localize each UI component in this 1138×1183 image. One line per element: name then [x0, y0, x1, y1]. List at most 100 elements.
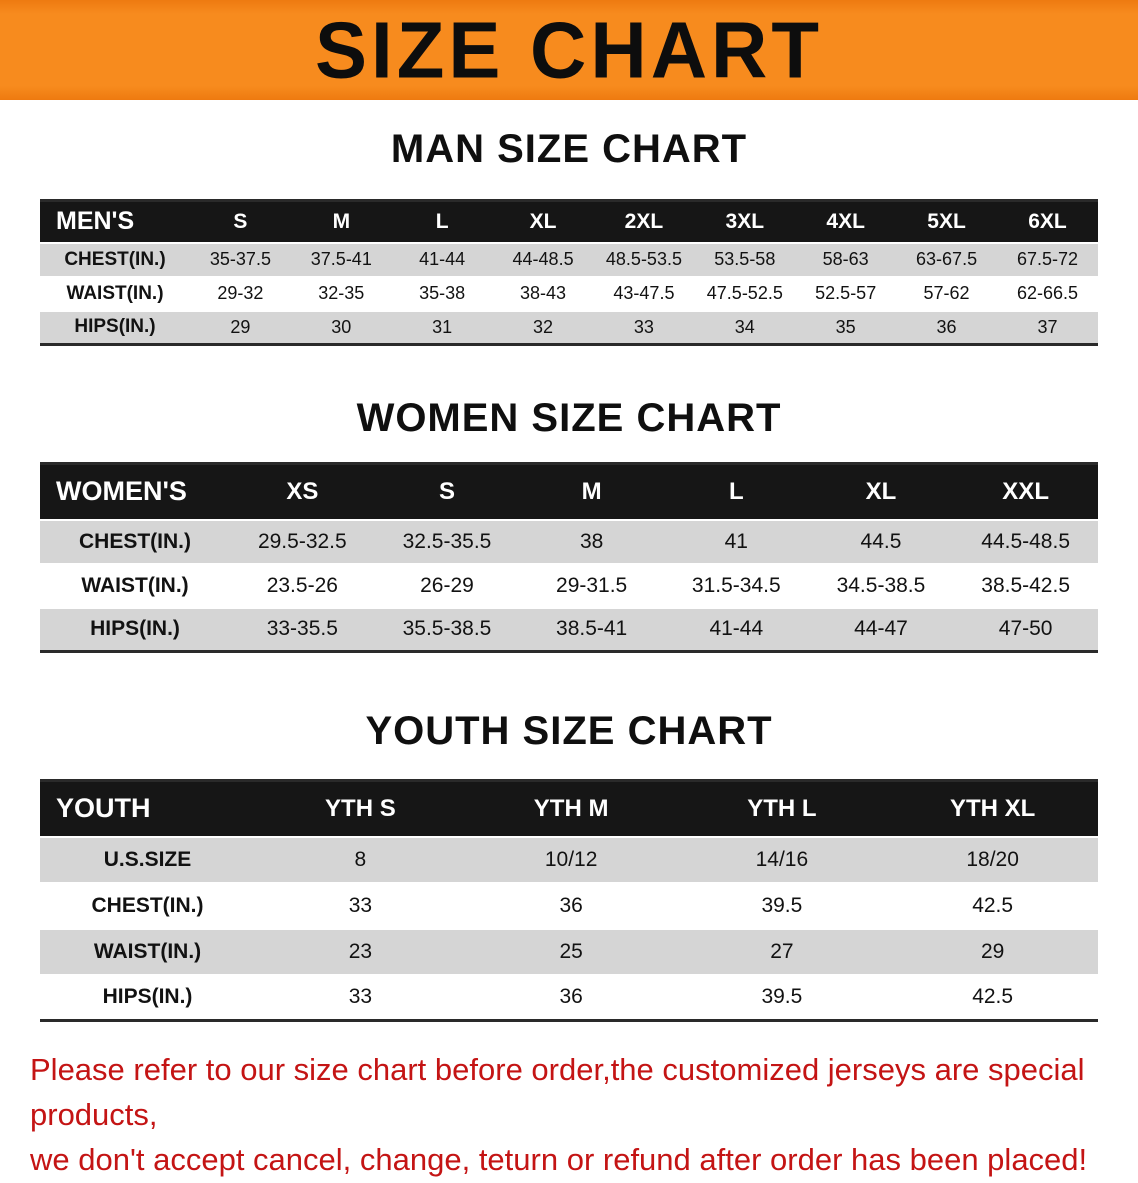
- size-header-cell: YTH XL: [887, 780, 1098, 837]
- table-row: WAIST(IN.) 29-32 32-35 35-38 38-43 43-47.5 47.…: [40, 275, 1098, 311]
- value-cell: 26-29: [374, 562, 520, 608]
- row-label-cell: HIPS(IN.): [40, 309, 190, 345]
- table-header-row: MEN'S S M L XL 2XL 3XL 4XL 5XL 6XL: [40, 200, 1098, 243]
- disclaimer-line-1: Please refer to our size chart before or…: [30, 1052, 1085, 1132]
- value-cell: 39.5: [676, 881, 888, 929]
- value-cell: 36: [465, 973, 677, 1021]
- table-row: HIPS(IN.) 29 30 31 32 33 34 35 36 37: [40, 309, 1098, 345]
- value-cell: 53.5-58: [694, 241, 796, 277]
- value-cell: 37: [997, 309, 1098, 345]
- women-size-section: WOMEN SIZE CHART WOMEN'S XS S M L XL XXL CHEST(…: [0, 396, 1138, 653]
- size-header-cell: L: [391, 200, 493, 243]
- size-header-cell: L: [663, 463, 809, 520]
- table-row: CHEST(IN.) 35-37.5 37.5-41 41-44 44-48.5 48.5…: [40, 241, 1098, 277]
- value-cell: 41-44: [663, 606, 809, 652]
- value-cell: 37.5-41: [290, 241, 392, 277]
- value-cell: 48.5-53.5: [593, 241, 695, 277]
- men-size-section: MAN SIZE CHART MEN'S S M L XL 2XL 3XL 4XL 5XL 6XL…: [0, 127, 1138, 346]
- value-cell: 35.5-38.5: [374, 606, 520, 652]
- value-cell: 35-37.5: [190, 241, 291, 277]
- value-cell: 29-31.5: [519, 562, 664, 608]
- youth-size-table: YOUTH YTH S YTH M YTH L YTH XL U.S.SIZE 8 10/12…: [40, 779, 1098, 1022]
- value-cell: 58-63: [795, 241, 897, 277]
- size-header-cell: 5XL: [896, 200, 997, 243]
- value-cell: 62-66.5: [997, 275, 1098, 311]
- value-cell: 44-47: [808, 606, 954, 652]
- size-header-cell: XXL: [953, 463, 1098, 520]
- table-row: CHEST(IN.) 33 36 39.5 42.5: [40, 881, 1098, 929]
- table-title-cell: YOUTH: [40, 780, 255, 837]
- value-cell: 42.5: [887, 973, 1098, 1021]
- row-label-cell: WAIST(IN.): [40, 275, 190, 311]
- value-cell: 33: [255, 973, 466, 1021]
- row-label-cell: CHEST(IN.): [40, 881, 255, 929]
- men-size-table: MEN'S S M L XL 2XL 3XL 4XL 5XL 6XL CHEST(IN.) 35-37…: [40, 199, 1098, 346]
- size-header-cell: XL: [808, 463, 954, 520]
- value-cell: 18/20: [887, 835, 1098, 883]
- table-row: U.S.SIZE 8 10/12 14/16 18/20: [40, 835, 1098, 883]
- value-cell: 39.5: [676, 973, 888, 1021]
- size-chart-banner: SIZE CHART: [0, 0, 1138, 100]
- value-cell: 38: [519, 518, 664, 564]
- value-cell: 41: [663, 518, 809, 564]
- value-cell: 31: [391, 309, 493, 345]
- value-cell: 44.5-48.5: [953, 518, 1098, 564]
- women-section-heading: WOMEN SIZE CHART: [356, 396, 782, 440]
- value-cell: 29-32: [190, 275, 291, 311]
- row-label-cell: CHEST(IN.): [40, 241, 190, 277]
- size-header-cell: M: [519, 463, 664, 520]
- value-cell: 32: [492, 309, 594, 345]
- row-label-cell: WAIST(IN.): [40, 562, 230, 608]
- value-cell: 34: [694, 309, 796, 345]
- value-cell: 63-67.5: [896, 241, 997, 277]
- size-header-cell: XS: [230, 463, 375, 520]
- value-cell: 33-35.5: [230, 606, 375, 652]
- row-label-cell: HIPS(IN.): [40, 606, 230, 652]
- size-header-cell: XL: [492, 200, 594, 243]
- value-cell: 32.5-35.5: [374, 518, 520, 564]
- row-label-cell: CHEST(IN.): [40, 518, 230, 564]
- value-cell: 25: [465, 927, 677, 975]
- value-cell: 34.5-38.5: [808, 562, 954, 608]
- value-cell: 29.5-32.5: [230, 518, 375, 564]
- table-row: WAIST(IN.) 23 25 27 29: [40, 927, 1098, 975]
- table-row: WAIST(IN.) 23.5-26 26-29 29-31.5 31.5-34.5 34…: [40, 562, 1098, 608]
- row-label-cell: WAIST(IN.): [40, 927, 255, 975]
- table-title-cell: WOMEN'S: [40, 463, 230, 520]
- value-cell: 31.5-34.5: [663, 562, 809, 608]
- value-cell: 32-35: [290, 275, 392, 311]
- size-header-cell: S: [374, 463, 520, 520]
- size-header-cell: 2XL: [593, 200, 695, 243]
- value-cell: 33: [593, 309, 695, 345]
- value-cell: 44.5: [808, 518, 954, 564]
- value-cell: 30: [290, 309, 392, 345]
- value-cell: 67.5-72: [997, 241, 1098, 277]
- value-cell: 52.5-57: [795, 275, 897, 311]
- value-cell: 27: [676, 927, 888, 975]
- table-header-row: YOUTH YTH S YTH M YTH L YTH XL: [40, 780, 1098, 837]
- value-cell: 38.5-42.5: [953, 562, 1098, 608]
- size-header-cell: YTH S: [255, 780, 466, 837]
- value-cell: 43-47.5: [593, 275, 695, 311]
- value-cell: 29: [190, 309, 291, 345]
- size-header-cell: YTH L: [676, 780, 888, 837]
- size-header-cell: M: [290, 200, 392, 243]
- value-cell: 41-44: [391, 241, 493, 277]
- value-cell: 35-38: [391, 275, 493, 311]
- table-header-row: WOMEN'S XS S M L XL XXL: [40, 463, 1098, 520]
- women-size-table: WOMEN'S XS S M L XL XXL CHEST(IN.) 29.5-32.5 32.5…: [40, 462, 1098, 653]
- value-cell: 36: [465, 881, 677, 929]
- table-row: CHEST(IN.) 29.5-32.5 32.5-35.5 38 41 44.5 44.5…: [40, 518, 1098, 564]
- value-cell: 44-48.5: [492, 241, 594, 277]
- value-cell: 14/16: [676, 835, 888, 883]
- value-cell: 57-62: [896, 275, 997, 311]
- size-header-cell: 4XL: [795, 200, 897, 243]
- size-header-cell: YTH M: [465, 780, 677, 837]
- value-cell: 23: [255, 927, 466, 975]
- value-cell: 47.5-52.5: [694, 275, 796, 311]
- value-cell: 29: [887, 927, 1098, 975]
- value-cell: 38-43: [492, 275, 594, 311]
- page-title: SIZE CHART: [315, 5, 823, 95]
- size-header-cell: S: [190, 200, 291, 243]
- youth-size-section: YOUTH SIZE CHART YOUTH YTH S YTH M YTH L YTH…: [0, 709, 1138, 1022]
